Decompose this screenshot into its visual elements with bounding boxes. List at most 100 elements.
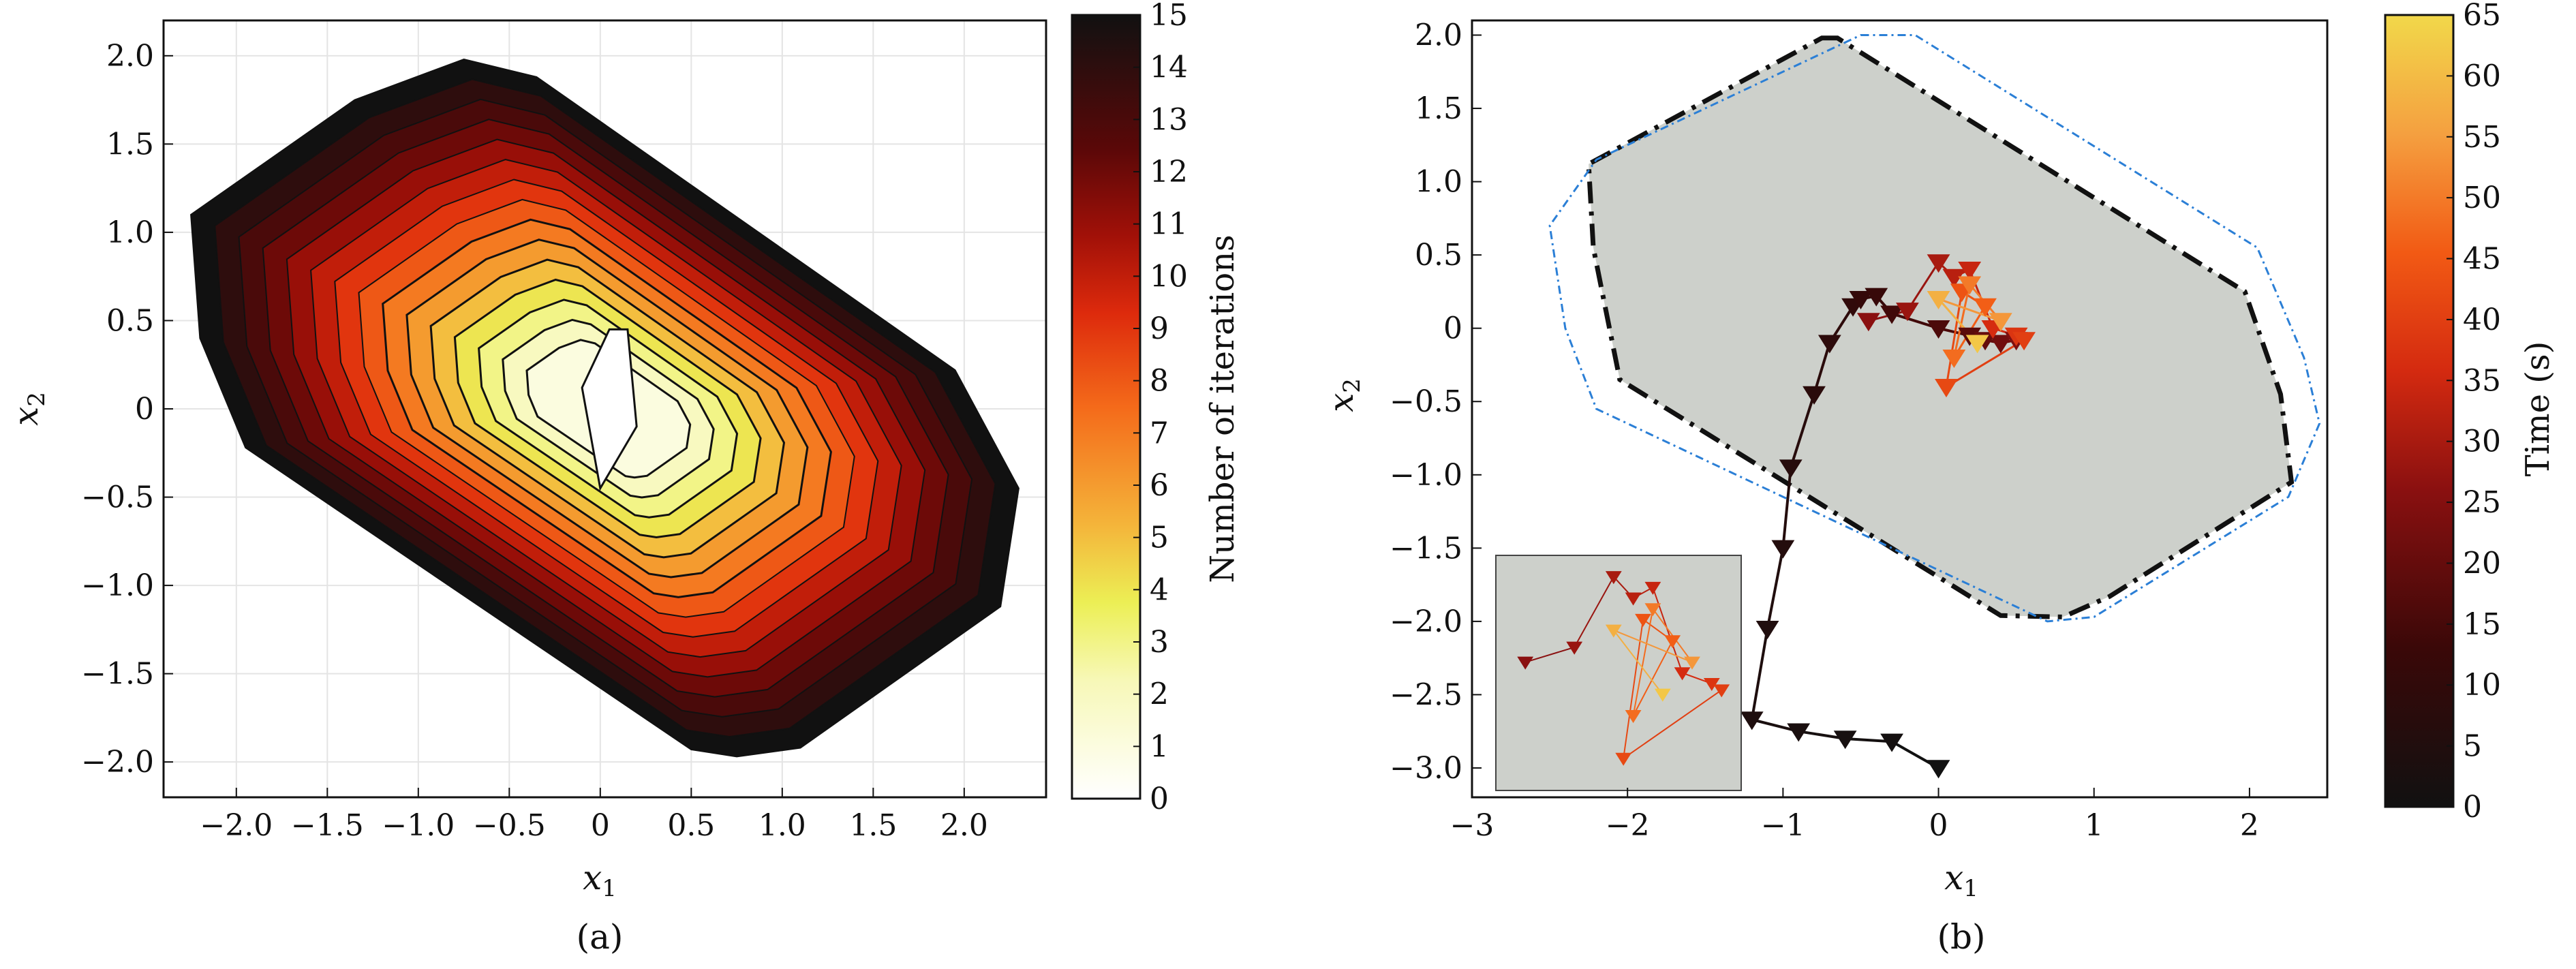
panel-b-inset-marker	[1605, 624, 1622, 638]
panel-a-colorbar-tick-label: 14	[1150, 50, 1188, 85]
panel-a-y-axis-label: x2	[6, 392, 50, 426]
panel-b-inset-marker	[1654, 688, 1671, 702]
panel-b-inset-marker	[1625, 592, 1642, 606]
panel-b-y-tick-label: −3.0	[1390, 751, 1462, 786]
panel-a-contour-plot	[190, 58, 1019, 758]
panel-a: −2.0 −1.5 −1.0 −0.5 0 0.5 1.0 1.5 2.0 2.0 1.5 1.0 0…	[6, 0, 1242, 957]
panel-b-cluster-segment	[1945, 291, 1963, 387]
panel-b-inset-marker	[1664, 635, 1681, 649]
panel-b-cluster-segment	[1906, 262, 1939, 311]
panel-b-cluster-segment	[1952, 283, 1971, 358]
panel-b-x-tick-label: −1	[1761, 808, 1805, 843]
panel-b-x-tick-label: −2	[1606, 808, 1650, 843]
panel-b-inset-marker	[1703, 677, 1720, 692]
panel-a-x-tick-label: 0.5	[667, 808, 715, 843]
panel-b-trajectory-segment	[1750, 628, 1769, 720]
panel-b-inset-marker	[1713, 684, 1730, 698]
panel-b-y-tick-label: −2.5	[1390, 677, 1462, 712]
panel-b-cluster-marker	[1958, 276, 1982, 295]
panel-a-colorbar-tick-label: 11	[1150, 207, 1188, 242]
panel-a-colorbar-tick-label: 6	[1150, 468, 1169, 503]
panel-b-y-tick-label: 1.0	[1415, 165, 1462, 200]
panel-b-y-tick-label: 0.5	[1415, 238, 1462, 273]
panel-a-y-tick-label: −1.5	[81, 657, 154, 692]
panel-b-inset-marker	[1644, 581, 1661, 595]
panel-b-trajectory-marker	[1803, 386, 1826, 405]
panel-b-trajectory-marker	[1787, 723, 1811, 742]
panel-b-inset-marker	[1517, 656, 1534, 670]
panel-b-y-tick-label: −2.0	[1390, 604, 1462, 639]
panel-a-y-tick-label: 0.5	[106, 303, 154, 338]
panel-a-colorbar-tick-label: 1	[1150, 729, 1169, 764]
panel-a-x-tick-label: 1.5	[849, 808, 897, 843]
panel-a-y-tick-label: 1.5	[106, 127, 154, 162]
panel-b-inset-marker	[1605, 571, 1622, 585]
panel-a-colorbar	[1071, 14, 1141, 800]
panel-b-trajectory-segment	[1813, 342, 1831, 395]
panel-b-inset-segment	[1623, 689, 1722, 759]
panel-b-caption: (b)	[1937, 917, 1985, 957]
panel-b-y-tick-label: −0.5	[1390, 384, 1462, 419]
panel-b-inset-marker	[1615, 752, 1632, 766]
panel-a-colorbar-label: Number of iterations	[1203, 234, 1242, 583]
panel-b-inset-marker	[1635, 613, 1651, 627]
panel-a-colorbar-tick-label: 8	[1150, 364, 1169, 399]
panel-b-colorbar-tick-label: 65	[2463, 0, 2501, 33]
panel-a-x-tick-label: 2.0	[940, 808, 988, 843]
panel-a-colorbar-tick-label: 13	[1150, 102, 1188, 137]
panel-a-colorbar-tick-label: 12	[1150, 155, 1188, 189]
panel-b-inset-segment	[1613, 630, 1663, 695]
panel-b-cluster-marker	[1896, 303, 1919, 322]
panel-b-colorbar-tick-label: 40	[2463, 303, 2501, 337]
panel-b-inset-segment	[1574, 576, 1614, 648]
panel-b-trajectory	[1740, 254, 2036, 779]
panel-b-inset-marker	[1566, 641, 1583, 655]
panel-a-y-tick-label: 2.0	[106, 39, 154, 74]
panel-b-trajectory-marker	[1755, 620, 1779, 639]
panel-b-colorbar-tick-label: 35	[2463, 363, 2501, 398]
panel-a-x-tick-label: −1.5	[291, 808, 364, 843]
panel-b-trajectory-segment	[1789, 393, 1815, 468]
panel-b-trajectory-segment	[1766, 547, 1785, 630]
panel-b-cluster-segment	[1938, 298, 2002, 322]
panel-b-y-tick-label: −1.0	[1390, 458, 1462, 493]
panel-a-y-tick-label: −2.0	[81, 745, 154, 780]
panel-b-outer-set	[1548, 34, 2321, 623]
panel-b-cluster-marker	[1935, 379, 1958, 398]
panel-b-inset	[1495, 555, 1742, 791]
panel-b-trajectory-marker	[1833, 730, 1857, 750]
panel-a-y-tick-label: −1.0	[81, 568, 154, 603]
panel-b-cluster-marker	[1974, 298, 1997, 317]
panel-a-y-tick-label: 0	[135, 392, 154, 427]
panel-a-colorbar-tick-label: 15	[1150, 0, 1188, 33]
panel-a-colorbar-tick-label: 4	[1150, 572, 1169, 607]
panel-b-inset-segment	[1652, 587, 1683, 673]
panel-b-colorbar-tick-label: 20	[2463, 546, 2501, 581]
panel-b-colorbar-tick-label: 30	[2463, 425, 2501, 459]
panel-a-colorbar-tick-label: 9	[1150, 311, 1169, 346]
panel-b-inset-marker	[1674, 667, 1691, 681]
panel-b-colorbar-ticks: 0 5 10 15 20 25 30 35 40 45 50 55 60 65	[2447, 0, 2501, 825]
panel-a-caption: (a)	[577, 917, 624, 957]
panel-b-cluster-marker	[1965, 335, 1989, 354]
panel-b-x-tick-label: 0	[1929, 808, 1948, 843]
panel-a-colorbar-tick-label: 3	[1150, 625, 1169, 660]
panel-a-colorbar-tick-label: 0	[1150, 782, 1169, 816]
panel-b-colorbar-tick-label: 25	[2463, 485, 2501, 520]
panel-b-colorbar-tick-label: 10	[2463, 668, 2501, 703]
panel-b-cluster-marker	[2012, 332, 2036, 351]
panel-b-x-ticks: −3 −2 −1 0 1 2	[1450, 788, 2259, 843]
panel-b-trajectory-segment	[1781, 467, 1792, 549]
panel-b-x-tick-label: 1	[2085, 808, 2104, 843]
panel-b-y-tick-label: −1.5	[1390, 531, 1462, 566]
panel-b-y-tick-label: 1.5	[1415, 91, 1462, 126]
panel-b-trajectory-marker	[1849, 290, 1873, 310]
panel-b-inset-background	[1495, 555, 1742, 791]
panel-b-y-tick-label: 2.0	[1415, 18, 1462, 53]
panel-b-cluster-marker	[1927, 290, 1950, 310]
panel-a-colorbar-tick-label: 5	[1150, 521, 1169, 555]
panel-b-cluster-marker	[1856, 313, 1880, 332]
panel-b-inset-marker	[1644, 603, 1661, 617]
